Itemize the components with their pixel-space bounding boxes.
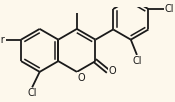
Text: O: O <box>108 66 116 76</box>
Text: Cl: Cl <box>164 4 174 14</box>
Text: Cl: Cl <box>132 56 142 66</box>
Text: O: O <box>77 73 85 83</box>
Text: Br: Br <box>0 35 5 45</box>
Text: Cl: Cl <box>27 88 37 98</box>
